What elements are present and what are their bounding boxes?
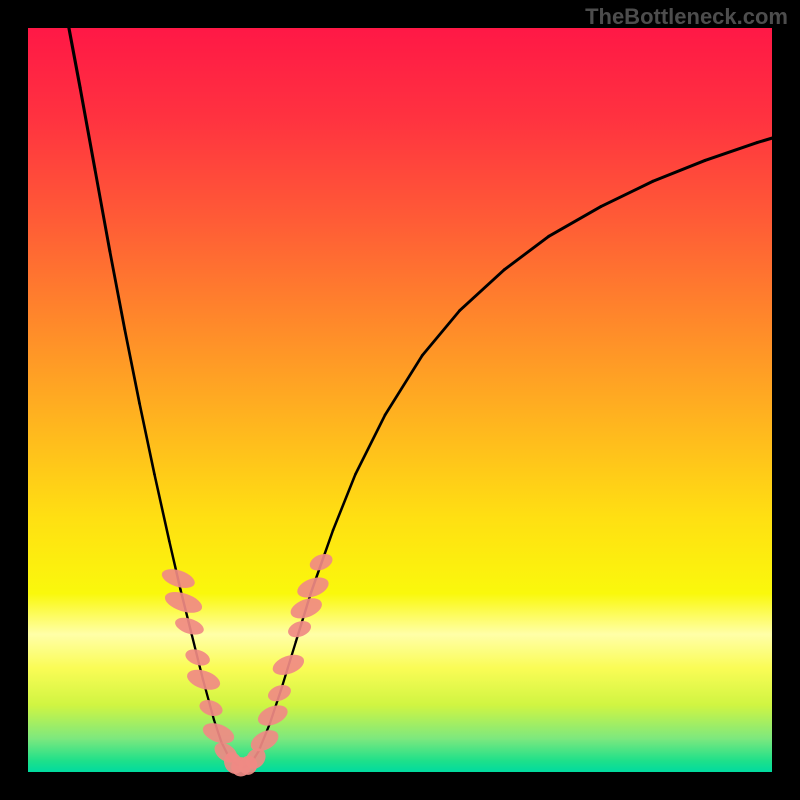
chart-root: TheBottleneck.com (0, 0, 800, 800)
chart-svg (0, 0, 800, 800)
watermark-text: TheBottleneck.com (585, 4, 788, 30)
